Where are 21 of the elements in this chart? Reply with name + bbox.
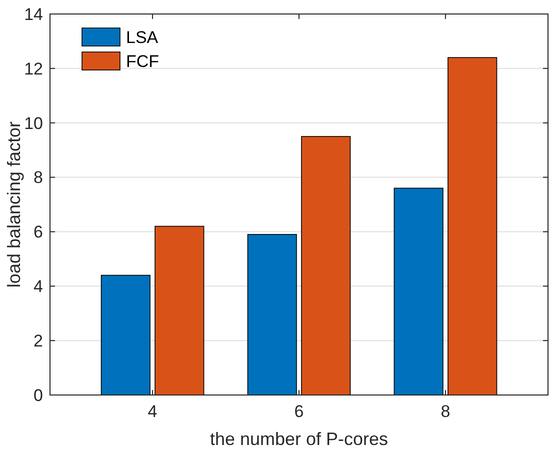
y-axis-title: load balancing factor [4, 121, 24, 288]
x-tick-label: 4 [148, 402, 158, 421]
y-tick-label: 6 [34, 222, 43, 242]
y-tick-label: 2 [34, 332, 43, 351]
bar [301, 136, 351, 396]
bar [394, 188, 444, 396]
bar [247, 234, 297, 396]
y-tick-label: 4 [34, 277, 43, 296]
y-tick-label: 0 [34, 386, 43, 405]
legend-label: LSA [126, 28, 159, 47]
bar [448, 57, 498, 396]
bar [154, 226, 204, 396]
x-tick-label: 6 [294, 402, 304, 421]
x-axis-title: the number of P-cores [210, 429, 388, 449]
bar [100, 274, 150, 396]
x-tick-label: 8 [440, 402, 450, 421]
legend-label: FCF [126, 52, 160, 71]
y-tick-label: 10 [24, 114, 43, 133]
y-tick-label: 8 [34, 168, 43, 188]
y-tick-label: 12 [24, 59, 43, 78]
y-tick-label: 14 [24, 4, 43, 24]
